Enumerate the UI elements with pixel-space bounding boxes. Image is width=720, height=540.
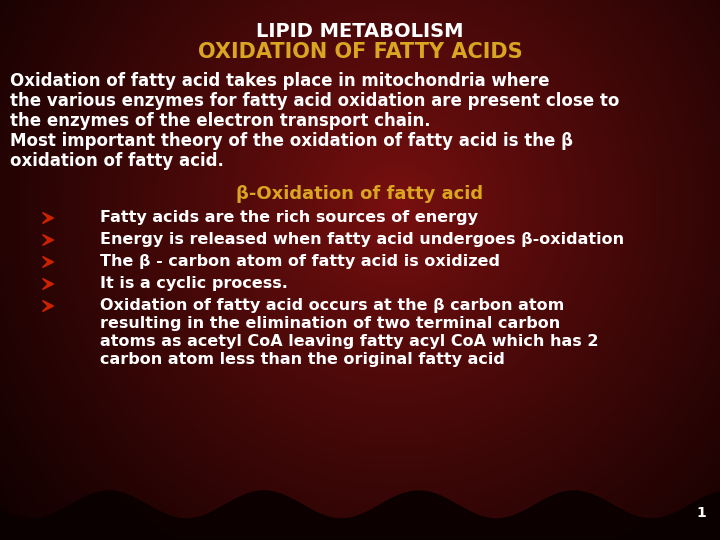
Text: oxidation of fatty acid.: oxidation of fatty acid. (10, 152, 224, 170)
Text: Energy is released when fatty acid undergoes β-oxidation: Energy is released when fatty acid under… (100, 232, 624, 247)
Text: Oxidation of fatty acid takes place in mitochondria where: Oxidation of fatty acid takes place in m… (10, 72, 549, 90)
Polygon shape (42, 234, 53, 246)
Text: 1: 1 (696, 506, 706, 520)
Text: the various enzymes for fatty acid oxidation are present close to: the various enzymes for fatty acid oxida… (10, 92, 619, 110)
Polygon shape (42, 213, 53, 224)
Text: resulting in the elimination of two terminal carbon: resulting in the elimination of two term… (100, 316, 560, 331)
Polygon shape (42, 256, 53, 267)
Text: carbon atom less than the original fatty acid: carbon atom less than the original fatty… (100, 352, 505, 367)
Polygon shape (42, 300, 53, 312)
Text: OXIDATION OF FATTY ACIDS: OXIDATION OF FATTY ACIDS (198, 42, 522, 62)
Text: atoms as acetyl CoA leaving fatty acyl CoA which has 2: atoms as acetyl CoA leaving fatty acyl C… (100, 334, 598, 349)
Polygon shape (42, 279, 53, 289)
Text: Most important theory of the oxidation of fatty acid is the β: Most important theory of the oxidation o… (10, 132, 573, 150)
Text: β-Oxidation of fatty acid: β-Oxidation of fatty acid (236, 185, 484, 203)
Text: Fatty acids are the rich sources of energy: Fatty acids are the rich sources of ener… (100, 210, 478, 225)
Text: the enzymes of the electron transport chain.: the enzymes of the electron transport ch… (10, 112, 431, 130)
Text: It is a cyclic process.: It is a cyclic process. (100, 276, 288, 291)
Text: The β - carbon atom of fatty acid is oxidized: The β - carbon atom of fatty acid is oxi… (100, 254, 500, 269)
Text: LIPID METABOLISM: LIPID METABOLISM (256, 22, 464, 41)
Text: Oxidation of fatty acid occurs at the β carbon atom: Oxidation of fatty acid occurs at the β … (100, 298, 564, 313)
